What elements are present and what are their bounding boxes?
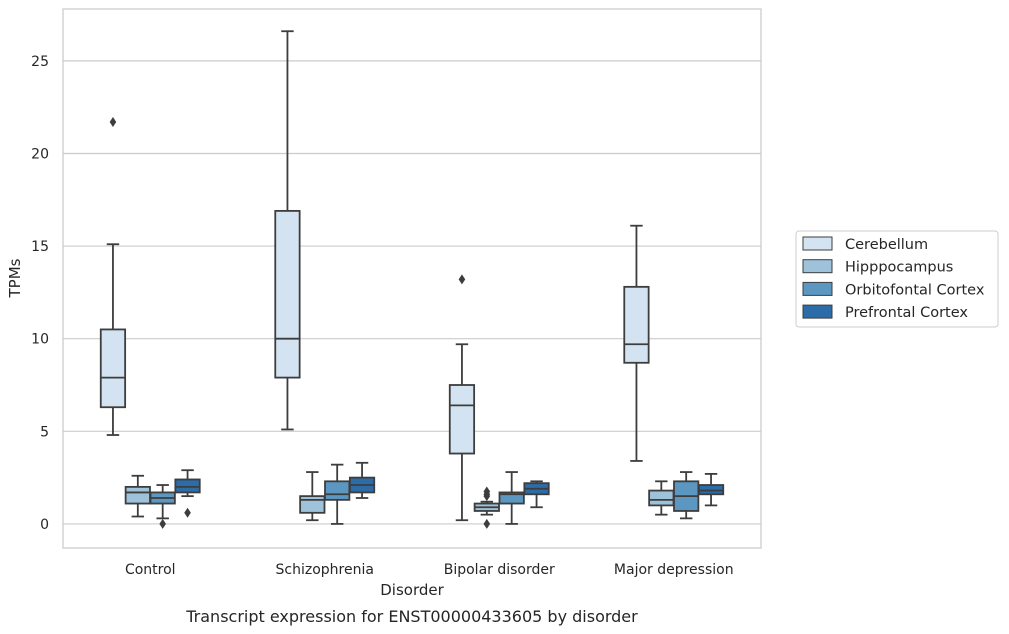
- box-body: [274, 209, 301, 379]
- x-tick-label: Bipolar disorder: [444, 562, 555, 578]
- box-body: [448, 384, 476, 455]
- legend: Cerebellum Hipppocampus Orbitofontal Corte…: [795, 230, 999, 328]
- y-axis-label: TPMs: [6, 258, 24, 298]
- box-body: [697, 484, 725, 496]
- box-body: [324, 480, 351, 501]
- box-body: [124, 485, 151, 505]
- legend-swatch: [802, 281, 833, 296]
- box-group: [348, 461, 376, 499]
- x-tick-labels: Control Schizophrenia Bipolar disorder Majo…: [125, 562, 734, 578]
- legend-swatch: [802, 259, 833, 274]
- y-tick-label: 25: [31, 54, 49, 70]
- y-tick-label: 5: [40, 424, 49, 440]
- box-group: [448, 274, 476, 522]
- legend-swatch: [802, 304, 833, 319]
- box-body: [174, 478, 201, 494]
- x-axis-label: Disorder: [380, 581, 444, 599]
- box-body: [299, 495, 326, 514]
- box-group: [274, 30, 301, 431]
- y-tick-label: 0: [40, 517, 49, 533]
- box-group: [124, 474, 151, 518]
- box-group: [99, 116, 127, 436]
- grid-lines: [63, 60, 761, 525]
- x-tick-label: Control: [125, 562, 176, 578]
- legend-label: Prefrontal Cortex: [845, 305, 968, 321]
- legend-label: Cerebellum: [845, 237, 928, 253]
- x-tick-label: Major depression: [614, 562, 734, 578]
- y-tick-label: 20: [31, 146, 49, 162]
- box-group: [174, 469, 201, 518]
- y-tick-label: 15: [31, 239, 49, 255]
- box-group: [324, 463, 351, 525]
- box-group: [473, 486, 500, 529]
- legend-swatch: [802, 236, 833, 251]
- legend-label: Orbitofontal Cortex: [845, 282, 985, 298]
- legend-frame: [795, 230, 999, 328]
- outlier-point: [458, 274, 466, 285]
- plot-frame: [62, 8, 762, 549]
- outlier-point: [483, 491, 491, 502]
- box-group: [149, 484, 176, 529]
- legend-label: Hipppocampus: [845, 260, 953, 276]
- box-group: [498, 471, 525, 525]
- y-tick-labels: 0 5 10 15 20 25: [31, 54, 49, 533]
- box-group: [697, 473, 725, 507]
- box-body: [498, 491, 525, 505]
- chart-caption: Transcript expression for ENST0000043360…: [185, 607, 638, 626]
- outlier-point: [109, 116, 117, 127]
- box-body: [99, 328, 127, 409]
- box-body: [648, 489, 675, 507]
- box-group: [299, 471, 326, 522]
- box-group: [623, 224, 650, 462]
- box-layer: [99, 30, 725, 529]
- outlier-point: [184, 507, 191, 518]
- outlier-point: [159, 518, 166, 529]
- box-body: [623, 285, 650, 364]
- outlier-point: [483, 518, 491, 529]
- box-group: [673, 471, 700, 520]
- y-tick-label: 10: [31, 332, 49, 348]
- box-group: [523, 480, 550, 509]
- box-group: [648, 480, 675, 516]
- x-tick-label: Schizophrenia: [276, 562, 374, 578]
